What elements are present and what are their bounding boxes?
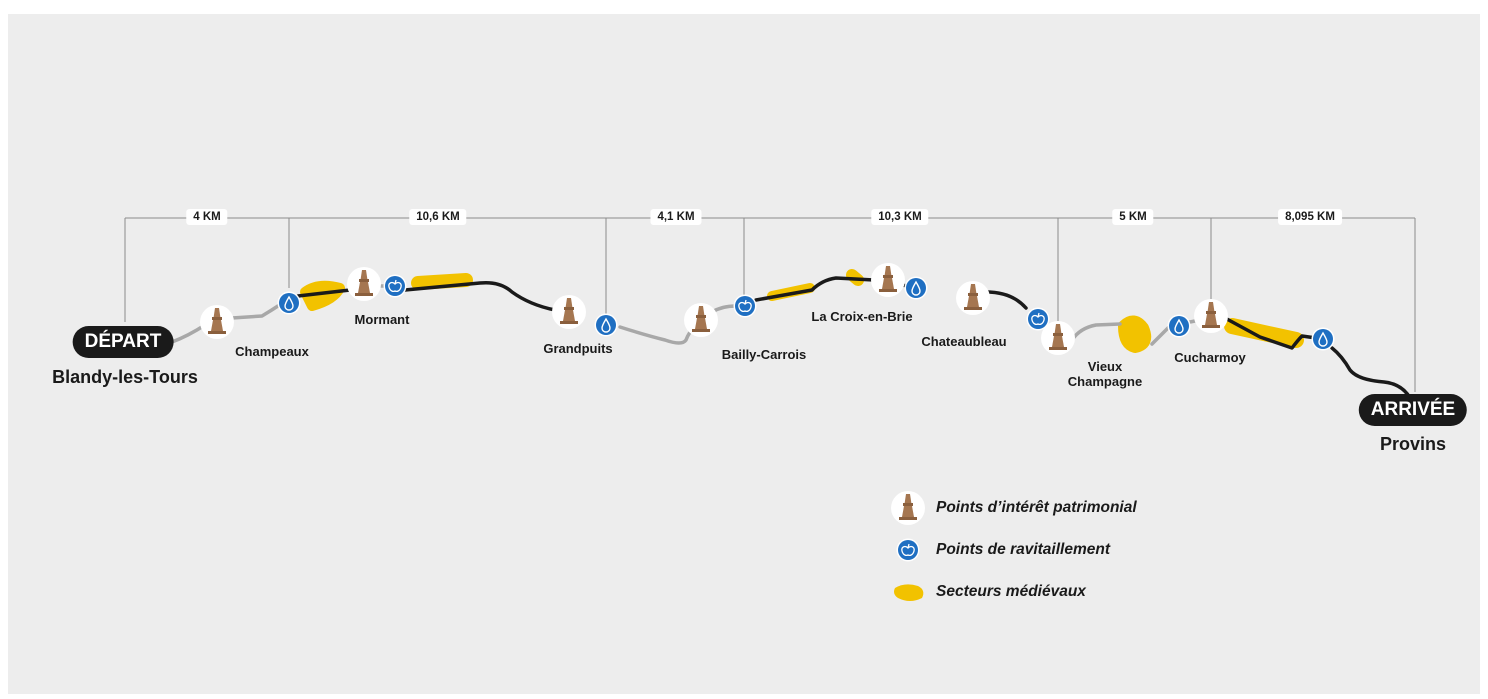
town-label: Chateaubleau	[921, 334, 1007, 349]
start-city: Blandy-les-Tours	[52, 367, 198, 387]
medieval-sectors	[300, 269, 1304, 353]
apple-icon	[1025, 306, 1051, 332]
legend-label: Points d’intérêt patrimonial	[936, 499, 1137, 516]
water-drop-icon	[1166, 313, 1192, 339]
segment-distance-label: 10,6 KM	[409, 209, 467, 225]
tower-icon	[347, 267, 381, 301]
legend-item-supply: Points de ravitaillement	[926, 535, 1110, 565]
distance-bracket	[124, 217, 1416, 392]
town-label: Champeaux	[235, 344, 309, 359]
segment-distance-label: 5 KM	[1112, 209, 1154, 225]
segment-distance-label: 10,3 KM	[871, 209, 929, 225]
segment-distance-label: 4,1 KM	[650, 209, 702, 225]
town-label: La Croix-en-Brie	[811, 309, 913, 324]
map-panel	[8, 14, 1480, 694]
finish-city: Provins	[1379, 434, 1447, 454]
water-drop-icon	[276, 290, 302, 316]
apple-icon	[382, 273, 408, 299]
water-drop-icon	[903, 275, 929, 301]
start-badge: DÉPART	[72, 326, 174, 358]
town-label: Grandpuits	[543, 341, 613, 356]
town-label: Cucharmoy	[1174, 350, 1246, 365]
legend-label: Secteurs médiévaux	[936, 583, 1086, 600]
tower-icon	[871, 263, 905, 297]
tower-icon	[684, 303, 718, 337]
water-drop-icon	[1310, 326, 1336, 352]
water-drop-icon	[593, 312, 619, 338]
tower-icon	[956, 281, 990, 315]
segment-distance-label: 8,095 KM	[1278, 209, 1342, 225]
apple-icon	[732, 293, 758, 319]
legend-label: Points de ravitaillement	[936, 541, 1110, 558]
tower-icon	[200, 305, 234, 339]
tower-icon	[552, 295, 586, 329]
town-label: Vieux Champagne	[1067, 359, 1143, 389]
finish-badge: ARRIVÉE	[1358, 394, 1468, 426]
legend-yellow-blob-icon	[894, 584, 924, 601]
segment-distance-label: 4 KM	[186, 209, 228, 225]
town-label: Bailly-Carrois	[721, 347, 807, 362]
town-label: Mormant	[354, 312, 410, 327]
legend-item-medieval: Secteurs médiévaux	[926, 577, 1086, 607]
tower-icon	[1194, 299, 1228, 333]
legend-item-heritage: Points d’intérêt patrimonial	[926, 493, 1137, 523]
legend-apple-icon	[895, 537, 921, 563]
legend-tower-icon	[891, 491, 925, 525]
